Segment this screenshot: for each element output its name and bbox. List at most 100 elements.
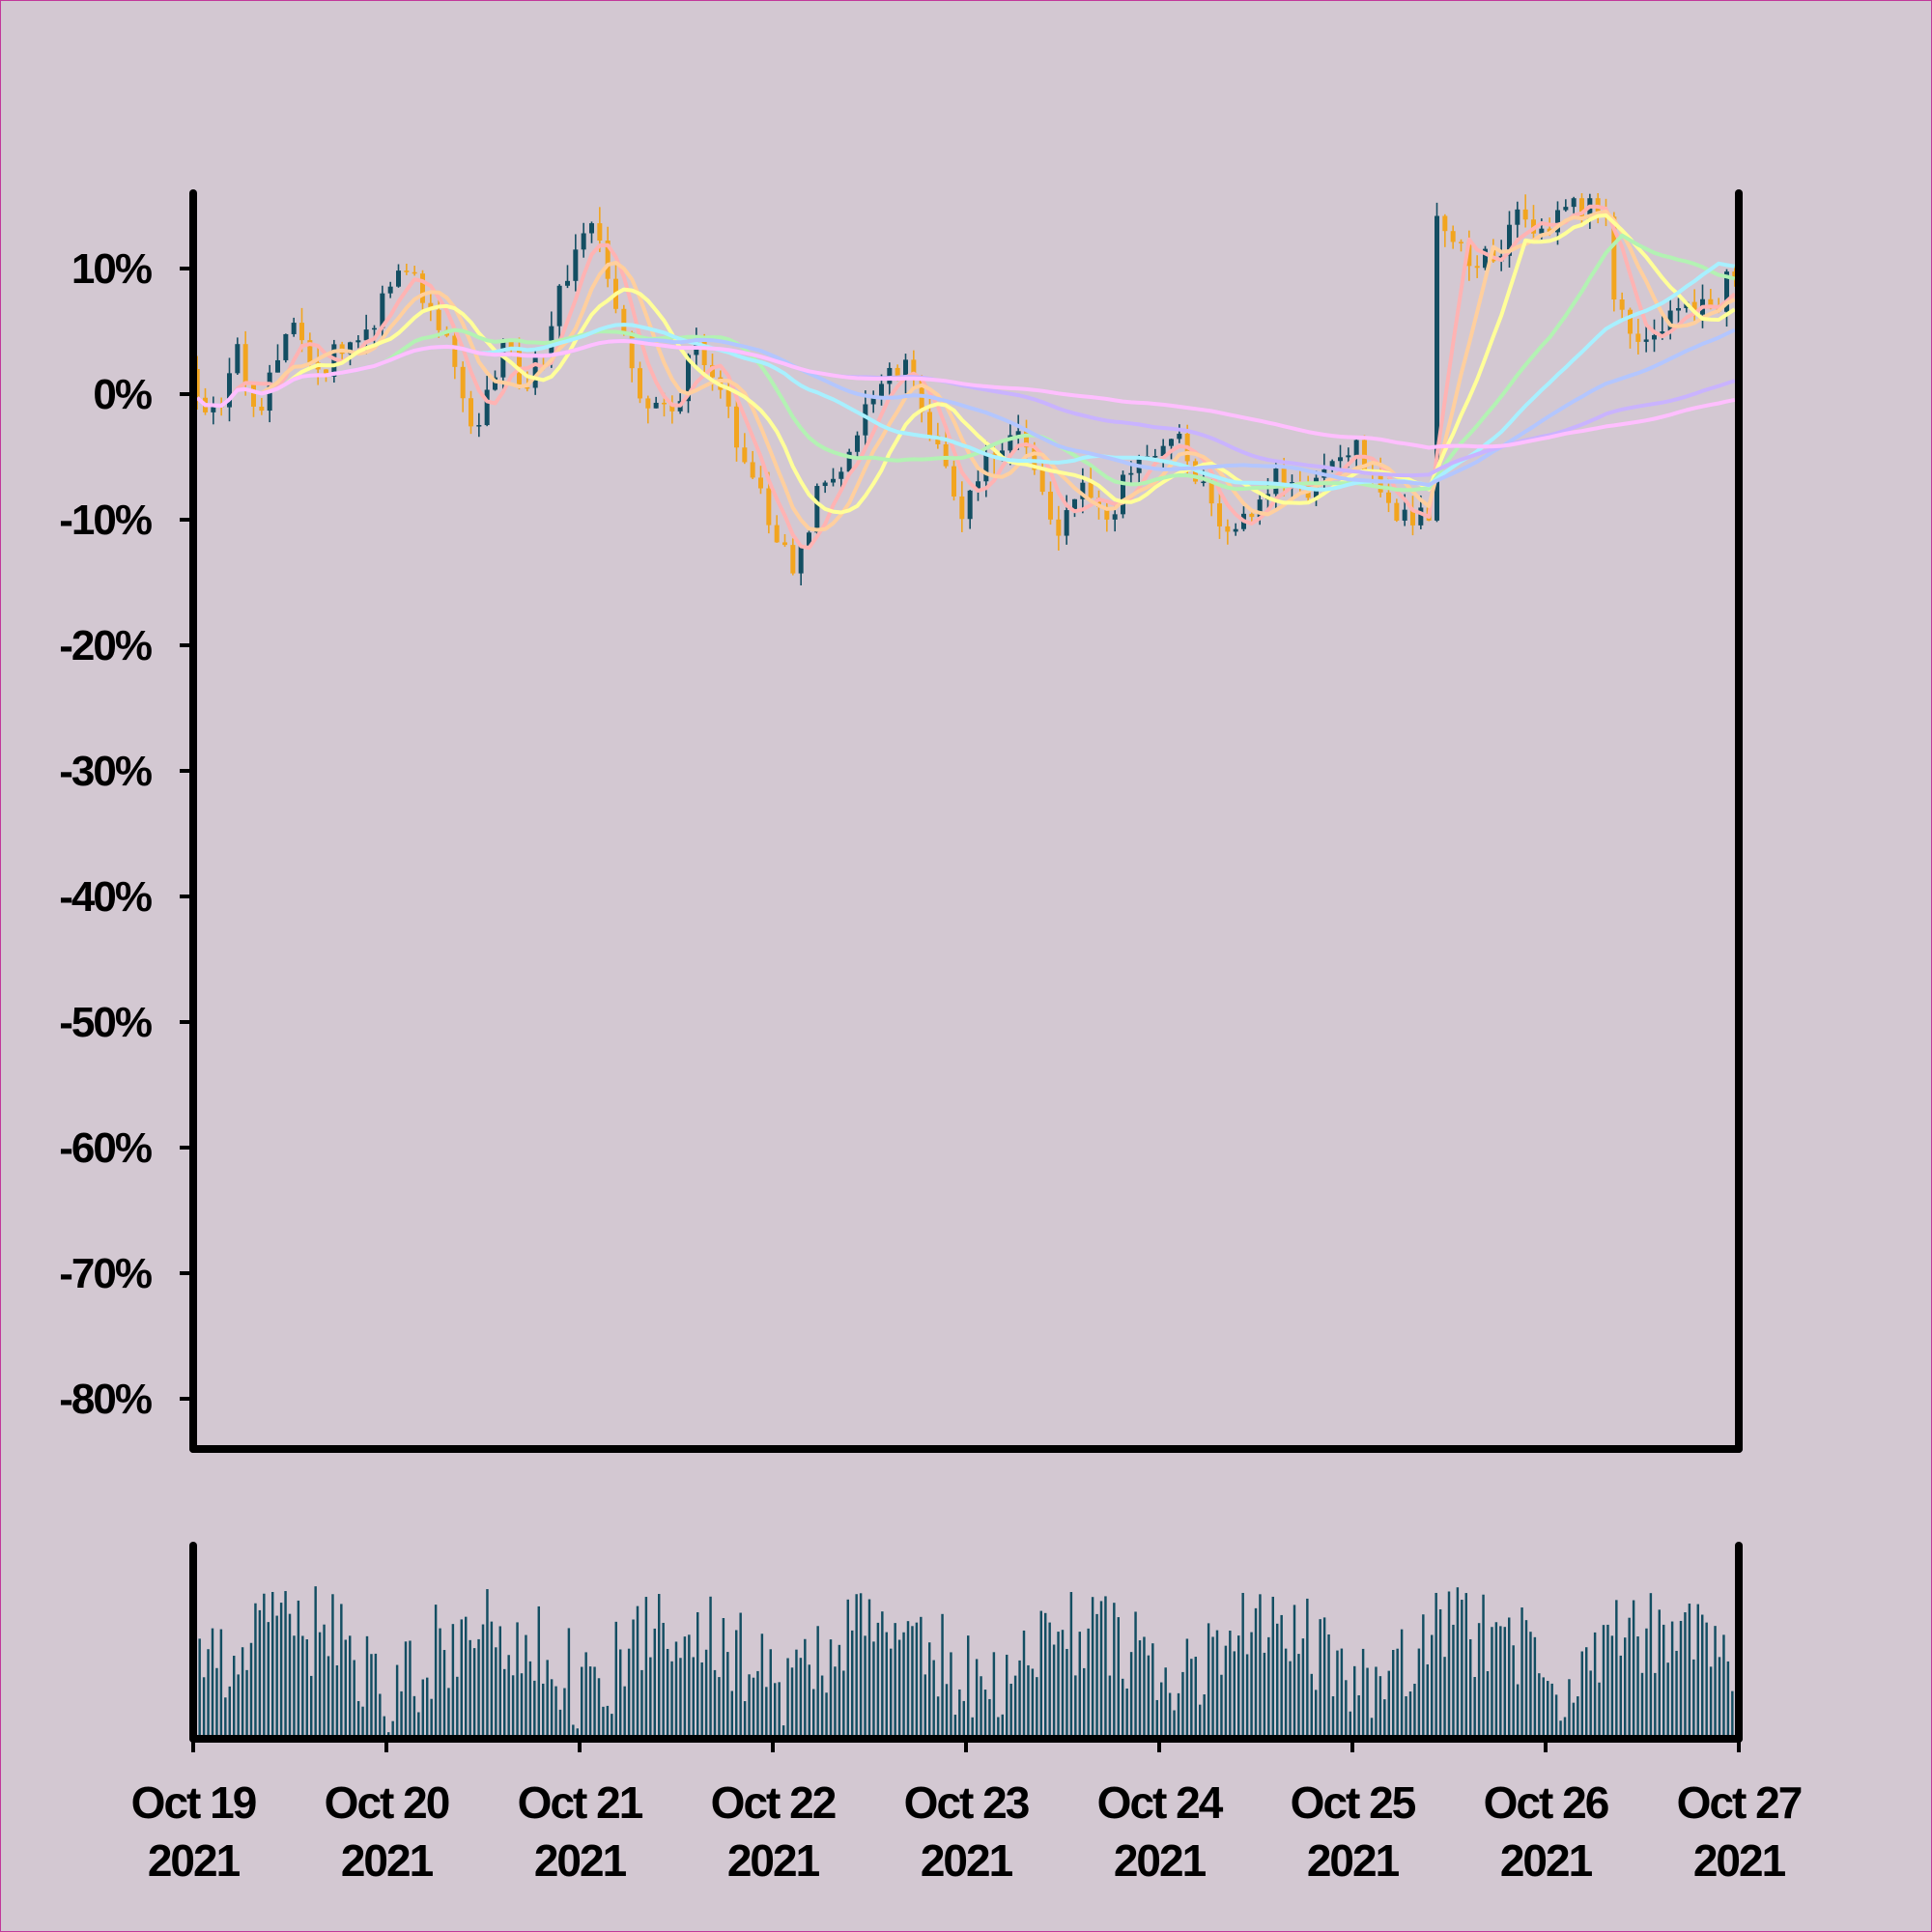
x-tick-label-year: 2021 [341,1835,434,1886]
volume-bar [1619,1655,1622,1739]
x-tick-label-year: 2021 [148,1835,241,1886]
volume-bar [735,1630,738,1739]
volume-bar [245,1669,248,1739]
volume-bar [353,1660,355,1739]
candle-body [814,486,820,533]
candle-body [476,425,482,427]
candle-body [1121,474,1125,515]
volume-bar [920,1616,923,1739]
volume-bar [1709,1666,1713,1739]
volume-bar [202,1677,206,1739]
candle-body [493,377,497,390]
candle-body [669,403,675,412]
candle-body [1257,499,1263,518]
volume-bar [962,1700,965,1739]
volume-bar [409,1640,412,1739]
volume-bar [1585,1647,1588,1739]
y-tick-label: -10% [59,497,152,544]
volume-bar [1185,1638,1189,1739]
volume-bar [1259,1594,1262,1739]
candle-body [556,285,562,327]
volume-bar [356,1700,360,1739]
volume-bar [1417,1648,1421,1739]
volume-bar [318,1632,322,1739]
candle-body [1563,207,1569,211]
y-tick-label: -70% [59,1250,152,1297]
volume-bar [198,1638,201,1739]
volume-bar [481,1624,485,1739]
x-tick-label-year: 2021 [727,1835,820,1886]
candle-body [870,397,876,405]
volume-bar [1580,1651,1583,1739]
y-tick-label: -80% [59,1376,152,1423]
volume-bar [1547,1681,1549,1739]
candle-body [1611,216,1617,300]
volume-bar [713,1669,717,1739]
candle-body [1128,472,1134,475]
candle-body [1507,224,1512,256]
volume-bar [838,1644,841,1739]
volume-bar [275,1615,278,1739]
volume-bar [1375,1666,1378,1739]
candle-body [460,366,466,399]
volume-bar [1306,1598,1309,1739]
candle-body [363,329,369,341]
volume-bar [696,1611,699,1739]
volume-bar [533,1680,536,1739]
volume-bar [1701,1614,1704,1739]
volume-bar [1464,1593,1467,1739]
volume-bar [572,1724,575,1739]
candle-body [1459,242,1463,243]
candle-body [355,340,361,343]
volume-bar [786,1658,789,1739]
volume-bar [1602,1625,1605,1739]
volume-bar [743,1701,747,1739]
candle-body [1249,513,1255,518]
volume-bar [756,1670,759,1739]
volume-bar [1052,1644,1056,1739]
volume-bar [1327,1634,1330,1739]
volume-bar [1340,1648,1344,1739]
volume-bar [894,1623,896,1739]
candle-body [242,344,248,384]
volume-bar [550,1679,554,1739]
volume-bar [915,1622,919,1739]
volume-bar [404,1641,408,1739]
candle-body [1353,440,1359,456]
volume-bar [730,1690,733,1739]
candle-body [831,478,836,483]
volume-panel [189,1542,1743,1743]
moving-average-line-6 [195,327,1736,487]
volume-bar [1048,1622,1051,1739]
volume-bar [335,1664,339,1739]
candle-body [1015,431,1021,436]
volume-bar [781,1725,785,1739]
candle-body [1177,433,1182,440]
volume-bar [1378,1676,1382,1739]
candle-body [1628,309,1633,334]
candle-body [1346,455,1351,458]
volume-bar [528,1661,532,1739]
volume-bar [310,1675,313,1739]
y-tick-label: 10% [71,245,152,293]
candle-body [532,355,538,388]
volume-bar [1044,1612,1047,1739]
volume-bar [511,1675,515,1739]
candle-body [565,280,570,286]
volume-bar [774,1683,777,1739]
volume-bar [1431,1634,1434,1739]
candle-body [1048,492,1053,520]
volume-bar [537,1605,540,1739]
volume-bar [1400,1629,1404,1739]
y-tick-label: -40% [59,873,152,921]
candle-body [1104,506,1110,520]
volume-bar [1164,1667,1167,1739]
candle-body [469,398,473,427]
volume-bar [1593,1632,1597,1739]
volume-bar [1645,1628,1648,1739]
volume-bar [472,1648,476,1739]
volume-bar [1301,1638,1305,1739]
candle-body [903,359,908,379]
candle-body [1635,333,1641,342]
volume-bar [1408,1691,1412,1739]
